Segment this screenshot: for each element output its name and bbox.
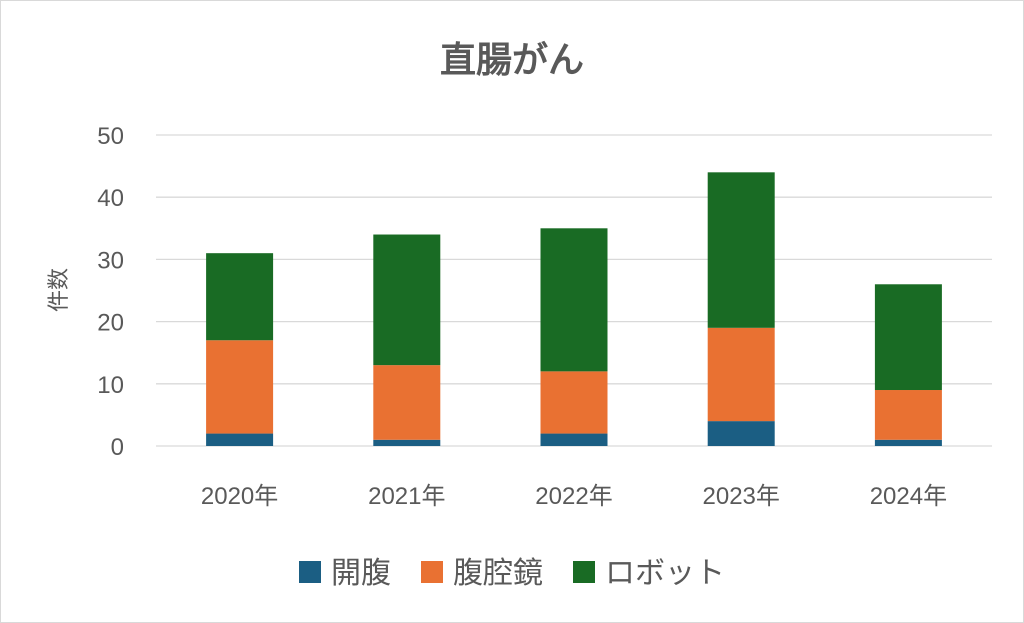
bar-segment [373, 365, 441, 440]
chart-title: 直腸がん [440, 40, 584, 81]
y-axis-ticks: 0 10 20 30 40 50 [97, 123, 124, 461]
bar-segment [540, 371, 608, 434]
y-tick-label: 50 [97, 123, 124, 150]
legend: 開腹 腹腔鏡 ロボット [299, 556, 725, 591]
x-tick-label: 2021年 [368, 483, 445, 510]
legend-label: 開腹 [331, 556, 391, 591]
bar-segment [373, 234, 441, 366]
x-tick-label: 2020年 [201, 483, 278, 510]
bar-segment [540, 228, 608, 372]
legend-swatch [421, 561, 443, 583]
legend-label: ロボット [605, 556, 725, 591]
legend-swatch [573, 561, 595, 583]
x-tick-label: 2024年 [870, 483, 947, 510]
bar-segment [874, 284, 942, 391]
gridlines [156, 134, 992, 447]
y-tick-label: 0 [111, 434, 124, 461]
bar-segment [874, 439, 942, 446]
bar-segment [707, 172, 775, 328]
x-tick-label: 2023年 [703, 483, 780, 510]
bar-segment [206, 253, 274, 341]
bar-segment [707, 421, 775, 446]
y-tick-label: 40 [97, 185, 124, 212]
bar-segment [540, 433, 608, 446]
y-axis-label: 件数 [47, 268, 72, 312]
y-tick-label: 20 [97, 310, 124, 337]
y-tick-label: 30 [97, 247, 124, 274]
bar-segment [206, 340, 274, 434]
x-axis-ticks: 2020年 2021年 2022年 2023年 2024年 [201, 483, 947, 510]
bars [206, 172, 942, 446]
bar-segment [373, 439, 441, 446]
bar-segment [874, 390, 942, 440]
legend-swatch [299, 561, 321, 583]
legend-label: 腹腔鏡 [453, 556, 543, 591]
bar-segment [707, 327, 775, 422]
x-tick-label: 2022年 [535, 483, 612, 510]
y-tick-label: 10 [97, 372, 124, 399]
bar-segment [206, 433, 274, 446]
